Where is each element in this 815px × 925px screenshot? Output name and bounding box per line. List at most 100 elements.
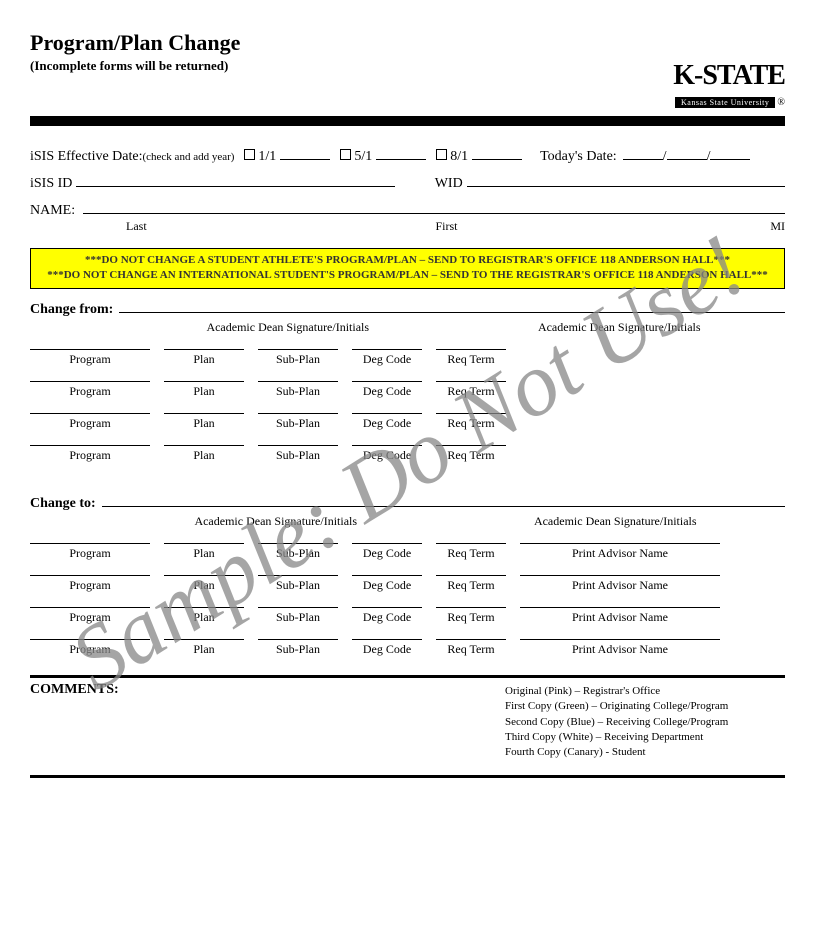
banner-line-2: ***DO NOT CHANGE AN INTERNATIONAL STUDEN…	[37, 268, 778, 283]
to-reqterm-3[interactable]: Req Term	[436, 607, 506, 625]
to-reqterm-4[interactable]: Req Term	[436, 639, 506, 657]
wid-field[interactable]	[467, 173, 785, 187]
today-m[interactable]	[623, 146, 663, 160]
to-subplan-1[interactable]: Sub-Plan	[258, 543, 338, 561]
banner-line-1: ***DO NOT CHANGE A STUDENT ATHLETE'S PRO…	[37, 253, 778, 268]
from-program-4[interactable]: Program	[30, 445, 150, 463]
comments-label: COMMENTS:	[30, 682, 119, 761]
blank-5-1[interactable]	[376, 146, 426, 160]
to-reqterm-1[interactable]: Req Term	[436, 543, 506, 561]
effective-date-row: iSIS Effective Date: (check and add year…	[30, 146, 785, 165]
to-plan-1[interactable]: Plan	[164, 543, 244, 561]
to-advisor-2[interactable]: Print Advisor Name	[520, 575, 720, 593]
from-plan-3[interactable]: Plan	[164, 413, 244, 431]
from-grid: Program Plan Sub-Plan Deg Code Req Term …	[30, 349, 785, 463]
to-plan-2[interactable]: Plan	[164, 575, 244, 593]
copy-2: First Copy (Green) – Originating College…	[505, 699, 785, 714]
to-degcode-1[interactable]: Deg Code	[352, 543, 422, 561]
blank-1-1[interactable]	[280, 146, 330, 160]
first-label: First	[436, 219, 746, 234]
to-subplan-3[interactable]: Sub-Plan	[258, 607, 338, 625]
from-degcode-1[interactable]: Deg Code	[352, 349, 422, 367]
to-row-4: Program Plan Sub-Plan Deg Code Req Term …	[30, 639, 785, 657]
to-subplan-2[interactable]: Sub-Plan	[258, 575, 338, 593]
checkbox-5-1[interactable]	[340, 149, 351, 160]
change-to-label: Change to:	[30, 496, 96, 512]
to-plan-4[interactable]: Plan	[164, 639, 244, 657]
sig-from-1: Academic Dean Signature/Initials	[122, 320, 454, 335]
isis-id-field[interactable]	[76, 173, 394, 187]
to-advisor-4[interactable]: Print Advisor Name	[520, 639, 720, 657]
from-subplan-3[interactable]: Sub-Plan	[258, 413, 338, 431]
sig-to-2: Academic Dean Signature/Initials	[446, 514, 786, 529]
id-row: iSIS ID WID	[30, 173, 785, 192]
checkbox-8-1[interactable]	[436, 149, 447, 160]
wid-label: WID	[435, 176, 463, 192]
opt-8-1: 8/1	[450, 149, 468, 165]
from-reqterm-4[interactable]: Req Term	[436, 445, 506, 463]
page-title: Program/Plan Change	[30, 30, 240, 56]
reg-mark: ®	[777, 97, 785, 108]
from-reqterm-3[interactable]: Req Term	[436, 413, 506, 431]
from-subplan-4[interactable]: Sub-Plan	[258, 445, 338, 463]
change-from-label: Change from:	[30, 302, 113, 318]
from-plan-4[interactable]: Plan	[164, 445, 244, 463]
from-row-1: Program Plan Sub-Plan Deg Code Req Term	[30, 349, 785, 367]
page-subtitle: (Incomplete forms will be returned)	[30, 58, 240, 74]
mi-label: MI	[745, 219, 785, 234]
from-degcode-3[interactable]: Deg Code	[352, 413, 422, 431]
sig-to-1: Academic Dean Signature/Initials	[106, 514, 446, 529]
checkbox-1-1[interactable]	[244, 149, 255, 160]
name-sublabels: Last First MI	[30, 219, 785, 234]
sig-row-from: Academic Dean Signature/Initials Academi…	[30, 320, 785, 335]
from-reqterm-2[interactable]: Req Term	[436, 381, 506, 399]
to-subplan-4[interactable]: Sub-Plan	[258, 639, 338, 657]
name-row: NAME:	[30, 200, 785, 219]
comments-block: COMMENTS: Original (Pink) – Registrar's …	[30, 678, 785, 761]
from-program-3[interactable]: Program	[30, 413, 150, 431]
from-reqterm-1[interactable]: Req Term	[436, 349, 506, 367]
eff-label: iSIS Effective Date:	[30, 149, 143, 165]
name-label: NAME:	[30, 203, 75, 219]
from-degcode-4[interactable]: Deg Code	[352, 445, 422, 463]
warning-banner: ***DO NOT CHANGE A STUDENT ATHLETE'S PRO…	[30, 248, 785, 289]
last-label: Last	[86, 219, 436, 234]
bottom-divider	[30, 775, 785, 778]
change-from-row: Change from:	[30, 299, 785, 318]
change-to-line[interactable]	[102, 493, 785, 507]
to-reqterm-2[interactable]: Req Term	[436, 575, 506, 593]
to-advisor-3[interactable]: Print Advisor Name	[520, 607, 720, 625]
name-field[interactable]	[83, 200, 785, 214]
to-degcode-2[interactable]: Deg Code	[352, 575, 422, 593]
to-program-1[interactable]: Program	[30, 543, 150, 561]
logo: K-STATE Kansas State University®	[673, 60, 785, 110]
from-row-3: Program Plan Sub-Plan Deg Code Req Term	[30, 413, 785, 431]
sig-from-2: Academic Dean Signature/Initials	[454, 320, 786, 335]
from-program-1[interactable]: Program	[30, 349, 150, 367]
to-program-4[interactable]: Program	[30, 639, 150, 657]
copy-5: Fourth Copy (Canary) - Student	[505, 745, 785, 760]
change-to-row: Change to:	[30, 493, 785, 512]
sig-row-to: Academic Dean Signature/Initials Academi…	[30, 514, 785, 529]
to-degcode-3[interactable]: Deg Code	[352, 607, 422, 625]
from-program-2[interactable]: Program	[30, 381, 150, 399]
copies-list: Original (Pink) – Registrar's Office Fir…	[505, 684, 785, 761]
blank-8-1[interactable]	[472, 146, 522, 160]
from-plan-1[interactable]: Plan	[164, 349, 244, 367]
from-subplan-2[interactable]: Sub-Plan	[258, 381, 338, 399]
divider-bar	[30, 116, 785, 126]
from-plan-2[interactable]: Plan	[164, 381, 244, 399]
from-degcode-2[interactable]: Deg Code	[352, 381, 422, 399]
to-program-2[interactable]: Program	[30, 575, 150, 593]
from-row-4: Program Plan Sub-Plan Deg Code Req Term	[30, 445, 785, 463]
logo-main: K-STATE	[673, 60, 785, 92]
today-d[interactable]	[667, 146, 707, 160]
to-plan-3[interactable]: Plan	[164, 607, 244, 625]
from-subplan-1[interactable]: Sub-Plan	[258, 349, 338, 367]
to-program-3[interactable]: Program	[30, 607, 150, 625]
change-from-line[interactable]	[119, 299, 785, 313]
opt-5-1: 5/1	[354, 149, 372, 165]
to-degcode-4[interactable]: Deg Code	[352, 639, 422, 657]
today-y[interactable]	[710, 146, 750, 160]
to-advisor-1[interactable]: Print Advisor Name	[520, 543, 720, 561]
